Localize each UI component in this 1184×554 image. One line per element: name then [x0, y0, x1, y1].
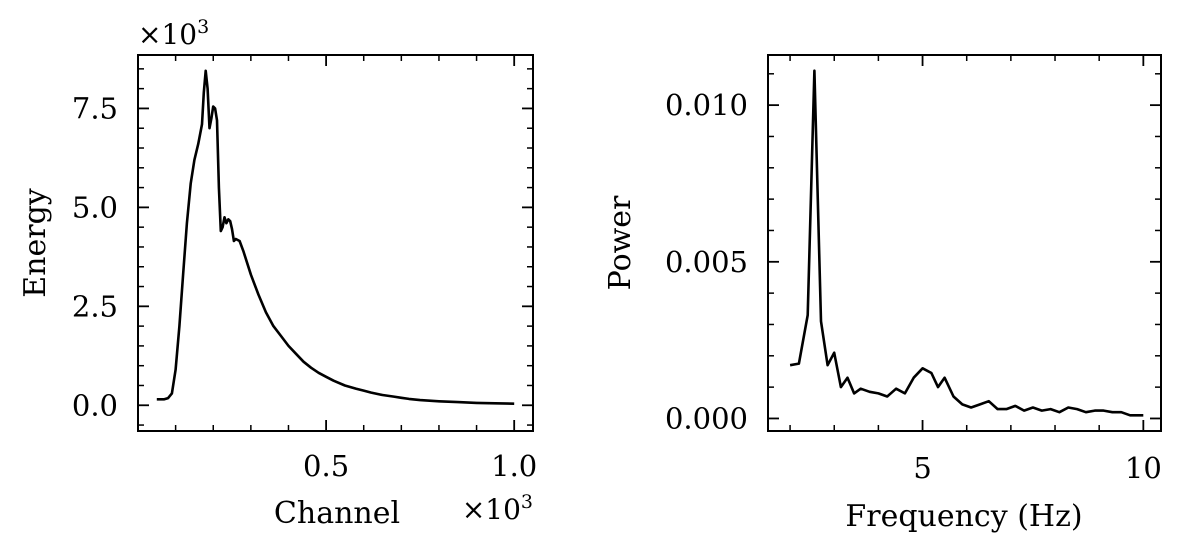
- power-data-layer: [789, 69, 1144, 417]
- power-axis-ticks: 5 10 0.000 0.005 0.010: [665, 55, 1162, 485]
- energy-y-tick-label-3: 7.5: [72, 91, 118, 125]
- power-y-tick-label-1: 0.005: [665, 245, 748, 279]
- energy-x-axis-label: Channel: [274, 496, 400, 531]
- power-y-tick-label-2: 0.010: [665, 88, 748, 122]
- energy-x-multiplier-base: ×10: [462, 493, 521, 526]
- energy-y-multiplier: ×103: [138, 16, 209, 51]
- energy-data-layer: [156, 69, 515, 405]
- energy-y-multiplier-base: ×10: [138, 18, 197, 51]
- power-series-line-0: [789, 69, 1144, 417]
- energy-plot-frame: [137, 54, 534, 432]
- energy-x-multiplier: ×103: [462, 491, 533, 526]
- power-chart: 5 10 0.000 0.005 0.010 Frequency (Hz) Power: [603, 54, 1162, 534]
- power-x-tick-label-0: 5: [913, 451, 931, 485]
- energy-y-tick-label-1: 2.5: [72, 289, 118, 323]
- power-plot-frame: [767, 54, 1162, 432]
- energy-chart: 0.5 1.00.02.55.07.5 ×103 ×103 Channel Ene…: [18, 16, 537, 531]
- energy-y-tick-label-0: 0.0: [72, 388, 118, 422]
- power-y-tick-label-0: 0.000: [665, 401, 748, 435]
- power-y-axis-label: Power: [603, 195, 638, 290]
- energy-x-tick-label-0: 0.5: [303, 449, 349, 483]
- energy-y-axis-label: Energy: [18, 188, 53, 298]
- power-x-axis-label: Frequency (Hz): [845, 499, 1082, 534]
- energy-y-tick-label-2: 5.0: [72, 190, 118, 224]
- energy-y-multiplier-exp: 3: [197, 16, 209, 38]
- energy-series-line-0: [156, 69, 515, 405]
- energy-x-tick-label-1: 1.0: [491, 449, 537, 483]
- energy-x-multiplier-exp: 3: [521, 491, 533, 513]
- power-x-tick-label-1: 10: [1125, 451, 1162, 485]
- energy-axis-ticks: 0.5 1.0 0.0 2.5 5.0 7.5: [72, 55, 537, 483]
